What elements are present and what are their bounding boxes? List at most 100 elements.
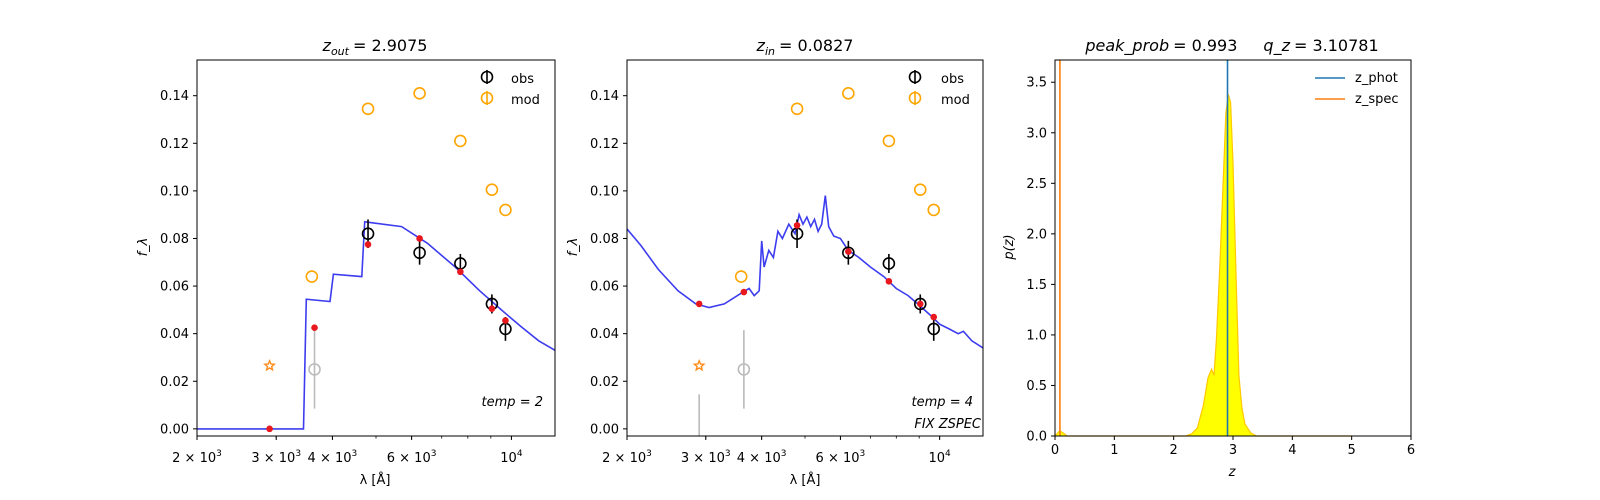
template-flux-point bbox=[364, 241, 372, 248]
title-peak-prob-value: = 0.993 bbox=[1173, 36, 1237, 55]
x-tick-label: 104 bbox=[500, 449, 523, 466]
x-tick-label: 104 bbox=[929, 449, 952, 466]
panel-title: peak_prob = 0.993 q_z = 3.10781 bbox=[1084, 36, 1378, 56]
mod-marker bbox=[927, 203, 941, 217]
mod-marker bbox=[842, 87, 855, 100]
y-tick-label: 0.10 bbox=[160, 184, 189, 199]
obs-marker bbox=[882, 257, 896, 270]
title-variable: z bbox=[322, 36, 332, 55]
title-subscript: out bbox=[331, 45, 350, 58]
x-axis-label: λ [Å] bbox=[360, 472, 391, 488]
mod-marker bbox=[882, 134, 896, 148]
y-tick-label: 0.06 bbox=[160, 280, 189, 295]
template-flux-point bbox=[416, 235, 423, 242]
y-tick-label: 0.02 bbox=[590, 375, 619, 390]
template-flux-point bbox=[930, 313, 938, 321]
y-tick-label: 0.04 bbox=[160, 327, 189, 342]
y-axis-label: f_λ bbox=[136, 238, 151, 257]
y-tick-label: 0.12 bbox=[590, 137, 619, 152]
y-tick-label: 0.08 bbox=[590, 232, 619, 247]
title-subscript: in bbox=[765, 45, 775, 58]
obs-marker bbox=[413, 246, 426, 260]
template-annotation: temp = 4 bbox=[912, 395, 973, 410]
plot-frame bbox=[196, 59, 556, 437]
template-flux-point bbox=[488, 305, 496, 312]
x-axis-label: λ [Å] bbox=[790, 472, 821, 488]
pz-area-fill bbox=[1055, 94, 1352, 437]
y-tick-label: 0.12 bbox=[160, 137, 189, 152]
pz-panel: peak_prob = 0.993 q_z = 3.10781 z p(z) z_ph… bbox=[1002, 36, 1415, 480]
title-peak-prob-name: peak_prob bbox=[1084, 36, 1169, 56]
panel-title: zout = 2.9075 bbox=[322, 36, 428, 58]
legend-label-z-spec: z_spec bbox=[1355, 92, 1399, 107]
template-flux-point bbox=[695, 300, 703, 308]
nondetection-marker bbox=[308, 363, 321, 376]
y-axis-label: f_λ bbox=[566, 238, 581, 257]
title-qz-name: q_z bbox=[1263, 36, 1290, 56]
legend-label-mod: mod bbox=[511, 93, 540, 108]
y-tick-label: 0.08 bbox=[160, 232, 189, 247]
x-tick-label: 4 bbox=[1288, 443, 1296, 458]
x-tick-label: 3 × 103 bbox=[251, 449, 301, 466]
x-tick-label: 2 bbox=[1170, 443, 1178, 458]
x-tick-label: 6 × 103 bbox=[387, 449, 437, 466]
y-tick-label: 1.5 bbox=[1026, 278, 1047, 293]
template-flux-point bbox=[885, 278, 893, 285]
y-tick-label: 0.10 bbox=[590, 184, 619, 199]
title-qz-value: = 3.10781 bbox=[1294, 36, 1379, 55]
legend: obs mod bbox=[511, 72, 540, 108]
x-tick-label: 1 bbox=[1110, 443, 1118, 458]
template-flux-point bbox=[266, 425, 273, 433]
mod-marker bbox=[499, 203, 512, 217]
x-tick-label: 4 × 103 bbox=[308, 449, 358, 466]
legend-label-obs: obs bbox=[941, 72, 964, 87]
obs-marker bbox=[842, 246, 855, 260]
y-tick-label: 0.04 bbox=[590, 327, 619, 342]
legend: z_phot z_spec bbox=[1315, 71, 1399, 107]
y-tick-label: 0.14 bbox=[160, 89, 189, 104]
template-flux-point bbox=[311, 324, 318, 332]
x-tick-label: 6 × 103 bbox=[816, 449, 866, 466]
y-tick-label: 0.5 bbox=[1026, 379, 1047, 394]
legend-label-mod: mod bbox=[941, 93, 970, 108]
template-sed-line bbox=[197, 220, 555, 430]
x-tick-label: 2 × 103 bbox=[602, 449, 652, 466]
obs-marker bbox=[913, 297, 927, 311]
x-tick-label: 0 bbox=[1051, 443, 1059, 458]
x-axis-label: z bbox=[1228, 465, 1237, 480]
obs-marker bbox=[927, 322, 941, 336]
star-marker bbox=[692, 358, 706, 372]
mod-marker bbox=[305, 270, 319, 283]
y-tick-label: 3.0 bbox=[1026, 126, 1047, 141]
y-tick-label: 0.00 bbox=[590, 422, 619, 437]
y-tick-label: 3.5 bbox=[1026, 76, 1047, 91]
mod-marker bbox=[454, 134, 467, 148]
panel-title: zin = 0.0827 bbox=[756, 36, 854, 58]
y-tick-label: 0.00 bbox=[160, 422, 189, 437]
template-flux-point bbox=[793, 222, 801, 229]
template-annotation: temp = 2 bbox=[482, 395, 543, 410]
title-variable: z bbox=[756, 36, 766, 55]
mod-marker bbox=[790, 102, 804, 116]
template-flux-point bbox=[740, 288, 748, 296]
mod-marker bbox=[734, 270, 748, 283]
y-tick-label: 0.02 bbox=[160, 375, 189, 390]
x-tick-label: 2 × 103 bbox=[172, 449, 222, 466]
mod-marker bbox=[485, 183, 499, 196]
y-tick-label: 2.5 bbox=[1026, 177, 1047, 192]
y-tick-label: 1.0 bbox=[1026, 328, 1047, 343]
x-tick-label: 4 × 103 bbox=[737, 449, 787, 466]
mod-marker bbox=[413, 87, 426, 100]
star-marker bbox=[263, 358, 277, 372]
plot-frame bbox=[626, 59, 984, 437]
mod-marker bbox=[913, 183, 927, 196]
x-tick-label: 5 bbox=[1348, 443, 1356, 458]
x-tick-label: 3 × 103 bbox=[681, 449, 731, 466]
plot-area bbox=[627, 87, 983, 436]
template-flux-point bbox=[916, 300, 924, 308]
pz-area-edge bbox=[1054, 94, 1352, 437]
obs-marker bbox=[361, 227, 375, 241]
y-tick-label: 0.14 bbox=[590, 89, 619, 104]
y-tick-label: 2.0 bbox=[1026, 227, 1047, 242]
template-flux-point bbox=[457, 268, 464, 276]
